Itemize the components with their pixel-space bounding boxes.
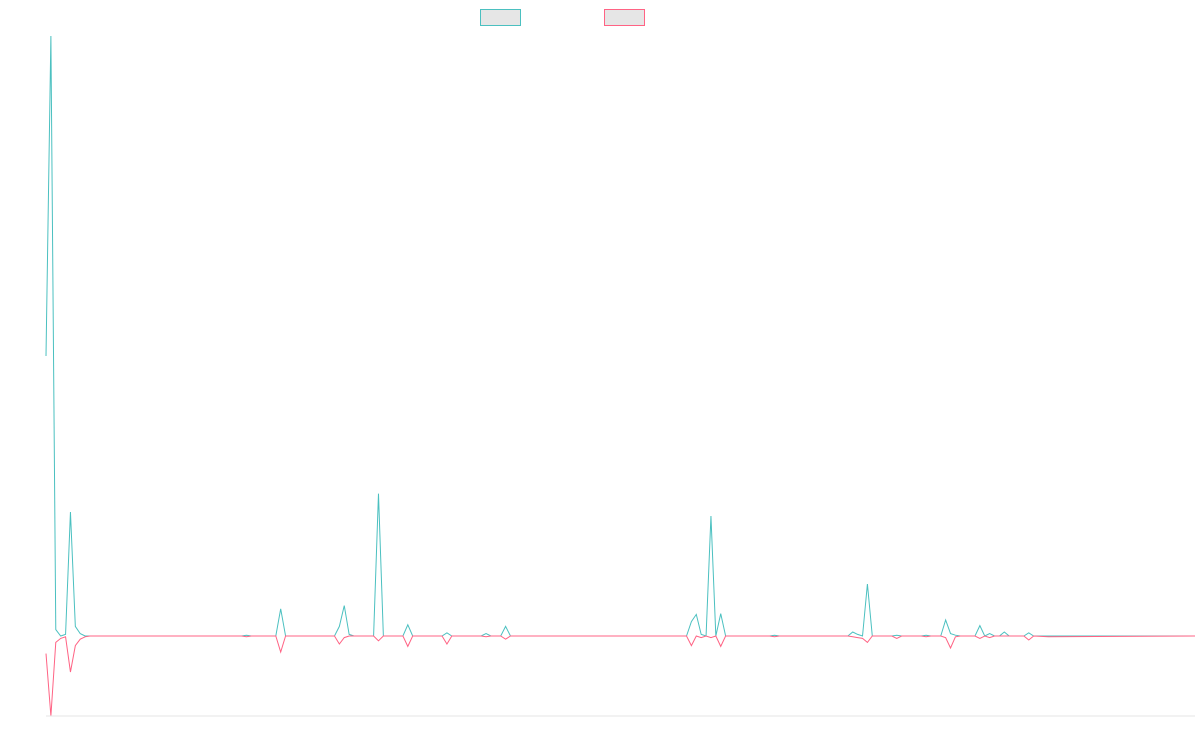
- plot-area: [45, 35, 1196, 717]
- series-line-1: [45, 35, 1195, 637]
- series-line-2: [45, 635, 1196, 717]
- legend-swatch-2[interactable]: [604, 9, 645, 26]
- legend-swatch-1[interactable]: [480, 9, 521, 26]
- legend: [480, 9, 645, 26]
